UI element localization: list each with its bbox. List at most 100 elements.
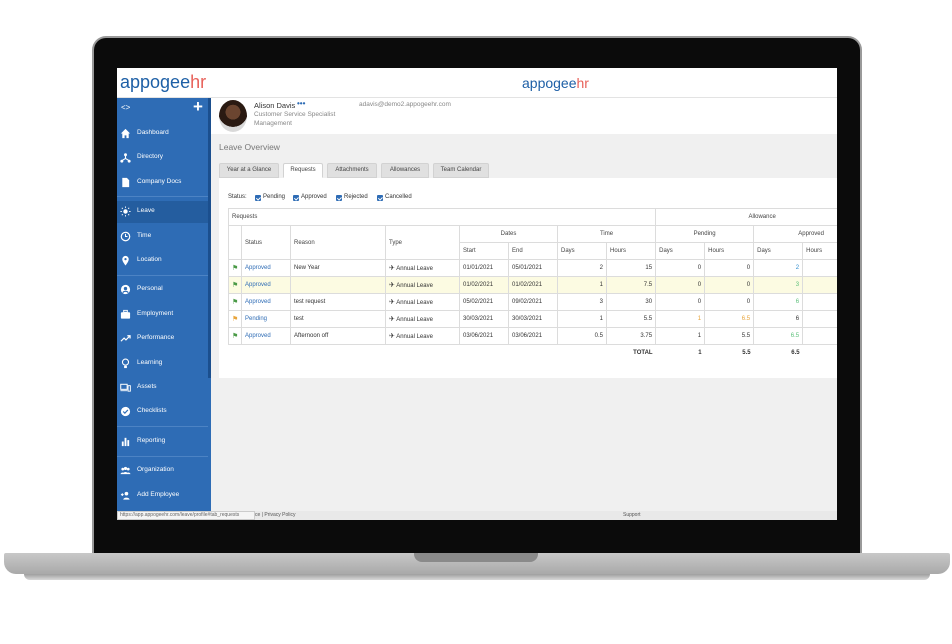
logo-left[interactable]: appogeehr xyxy=(120,72,206,93)
sidebar-item-add-employee[interactable]: Add Employee xyxy=(117,485,208,507)
table-row[interactable]: ⚑ Approved test request ✈ Annual Leave 0… xyxy=(228,293,837,311)
sidebar-item-time[interactable]: Time xyxy=(117,226,208,248)
support-link[interactable]: Support xyxy=(623,512,641,518)
profile-email[interactable]: adavis@demo2.appogeehr.com xyxy=(359,101,451,108)
start-cell: 01/02/2021 xyxy=(459,276,509,294)
rejected-checkbox[interactable] xyxy=(336,195,342,201)
type-column-header[interactable]: Type xyxy=(385,225,460,260)
plane-icon: ✈ xyxy=(389,316,395,323)
days-cell: 3 xyxy=(557,293,607,311)
status-link[interactable]: Pending xyxy=(241,310,291,328)
reason-column-header[interactable]: Reason xyxy=(290,225,386,260)
logo-center: appogeehr xyxy=(522,75,589,91)
tab-year-at-a-glance[interactable]: Year at a Glance xyxy=(219,163,279,178)
page-title: Leave Overview xyxy=(219,142,280,152)
sidebar-item-label: Directory xyxy=(137,153,164,160)
sidebar-item-location[interactable]: Location xyxy=(117,250,208,272)
home-icon xyxy=(120,128,131,139)
sidebar-divider xyxy=(117,456,208,457)
end-cell: 03/06/2021 xyxy=(508,327,558,345)
pending-hours-cell: 0 xyxy=(704,293,755,311)
clock-icon xyxy=(120,231,131,242)
end-column-header[interactable]: End xyxy=(508,242,558,260)
pin-icon xyxy=(122,255,129,266)
sidebar-item-employment[interactable]: Employment xyxy=(117,304,208,326)
plane-icon: ✈ xyxy=(389,265,395,272)
sidebar-item-label: Performance xyxy=(137,334,175,341)
avatar[interactable] xyxy=(219,100,247,132)
sidebar-divider xyxy=(117,426,208,427)
sidebar-scrollbar[interactable] xyxy=(208,98,211,378)
table-row[interactable]: ⚑ Pending test ✈ Annual Leave 30/03/2021… xyxy=(228,310,837,328)
privacy-policy-link[interactable]: ce | Privacy Policy xyxy=(255,512,296,518)
sidebar-item-performance[interactable]: Performance xyxy=(117,328,208,350)
sun-icon xyxy=(120,206,131,217)
more-options-icon[interactable]: ••• xyxy=(297,99,306,108)
type-cell: ✈ Annual Leave xyxy=(385,259,460,277)
flag-icon: ⚑ xyxy=(228,327,242,345)
days-column-header[interactable]: Days xyxy=(557,242,607,260)
sidebar-top: <> + xyxy=(117,97,211,120)
code-toggle-icon[interactable]: <> xyxy=(121,103,131,112)
sidebar-item-company-docs[interactable]: Company Docs xyxy=(117,172,208,194)
sidebar-item-reporting[interactable]: Reporting xyxy=(117,431,208,453)
type-label: Annual Leave xyxy=(396,334,433,340)
total-pending-days: 1 xyxy=(655,344,705,360)
approved-days-cell: 6.5 xyxy=(753,327,804,345)
laptop-base-shadow xyxy=(24,574,930,580)
sidebar-item-directory[interactable]: Directory xyxy=(117,147,208,169)
sidebar-item-organization[interactable]: Organization xyxy=(117,460,208,482)
logo-part-a: appogee xyxy=(120,72,191,92)
plane-icon: ✈ xyxy=(389,282,395,289)
document-icon xyxy=(122,177,130,188)
pending-checkbox[interactable] xyxy=(255,195,261,201)
status-url-tooltip: https://app.appogeehr.com/leave/profile#… xyxy=(117,511,255,520)
hours-cell: 5.5 xyxy=(605,310,657,328)
profile-header: Alison Davis ••• Customer Service Specia… xyxy=(211,98,837,134)
add-button[interactable]: + xyxy=(193,97,203,116)
pending-option-label: Pending xyxy=(263,194,286,200)
cancelled-checkbox[interactable] xyxy=(377,195,383,201)
top-bar: appogeehr appogeehr xyxy=(117,68,837,98)
status-link[interactable]: Approved xyxy=(241,293,291,311)
status-link[interactable]: Approved xyxy=(241,259,291,277)
type-cell: ✈ Annual Leave xyxy=(385,327,460,345)
reason-cell: test xyxy=(290,310,386,328)
tab-allowances[interactable]: Allowances xyxy=(381,163,429,178)
sidebar-item-learning[interactable]: Learning xyxy=(117,353,208,375)
sidebar-item-checklists[interactable]: Checklists xyxy=(117,401,208,423)
sidebar-item-dashboard[interactable]: Dashboard xyxy=(117,123,208,145)
start-cell: 30/03/2021 xyxy=(459,310,509,328)
check-icon xyxy=(120,406,131,417)
status-link[interactable]: Approved xyxy=(241,276,291,294)
tab-requests[interactable]: Requests xyxy=(283,163,323,178)
tab-attachments[interactable]: Attachments xyxy=(327,163,377,178)
sidebar-item-label: Dashboard xyxy=(137,129,169,136)
people-icon xyxy=(120,466,131,475)
pending-days-cell: 0 xyxy=(655,259,706,277)
pending-days-cell: 0 xyxy=(655,276,706,294)
type-label: Annual Leave xyxy=(396,317,433,323)
profile-department: Management xyxy=(254,120,292,127)
table-row[interactable]: ⚑ Approved Afternoon off ✈ Annual Leave … xyxy=(228,327,837,345)
table-row[interactable]: ⚑ Approved ✈ Annual Leave 01/02/2021 01/… xyxy=(228,276,837,294)
sidebar-divider xyxy=(117,196,208,197)
requests-table-wrapper[interactable]: Requests Allowance Status Reason Type Da… xyxy=(228,208,837,360)
time-group-header: Time xyxy=(556,225,657,243)
requests-group-header: Requests xyxy=(228,208,657,226)
sidebar-item-assets[interactable]: Assets xyxy=(117,377,208,399)
sidebar-item-leave[interactable]: Leave xyxy=(117,201,208,223)
status-link[interactable]: Approved xyxy=(241,327,291,345)
profile-name: Alison Davis xyxy=(254,101,296,110)
approved-checkbox[interactable] xyxy=(293,195,299,201)
tab-team-calendar[interactable]: Team Calendar xyxy=(433,163,489,178)
hours-column-header[interactable]: Hours xyxy=(605,242,657,260)
type-label: Annual Leave xyxy=(396,266,433,272)
sidebar-item-personal[interactable]: Personal xyxy=(117,279,208,301)
type-cell: ✈ Annual Leave xyxy=(385,293,460,311)
total-approved-hours: 5( xyxy=(802,344,837,360)
table-row[interactable]: ⚑ Approved New Year ✈ Annual Leave 01/01… xyxy=(228,259,837,277)
plane-icon: ✈ xyxy=(389,299,395,306)
status-column-header[interactable]: Status xyxy=(241,225,291,260)
start-column-header[interactable]: Start xyxy=(459,242,509,260)
